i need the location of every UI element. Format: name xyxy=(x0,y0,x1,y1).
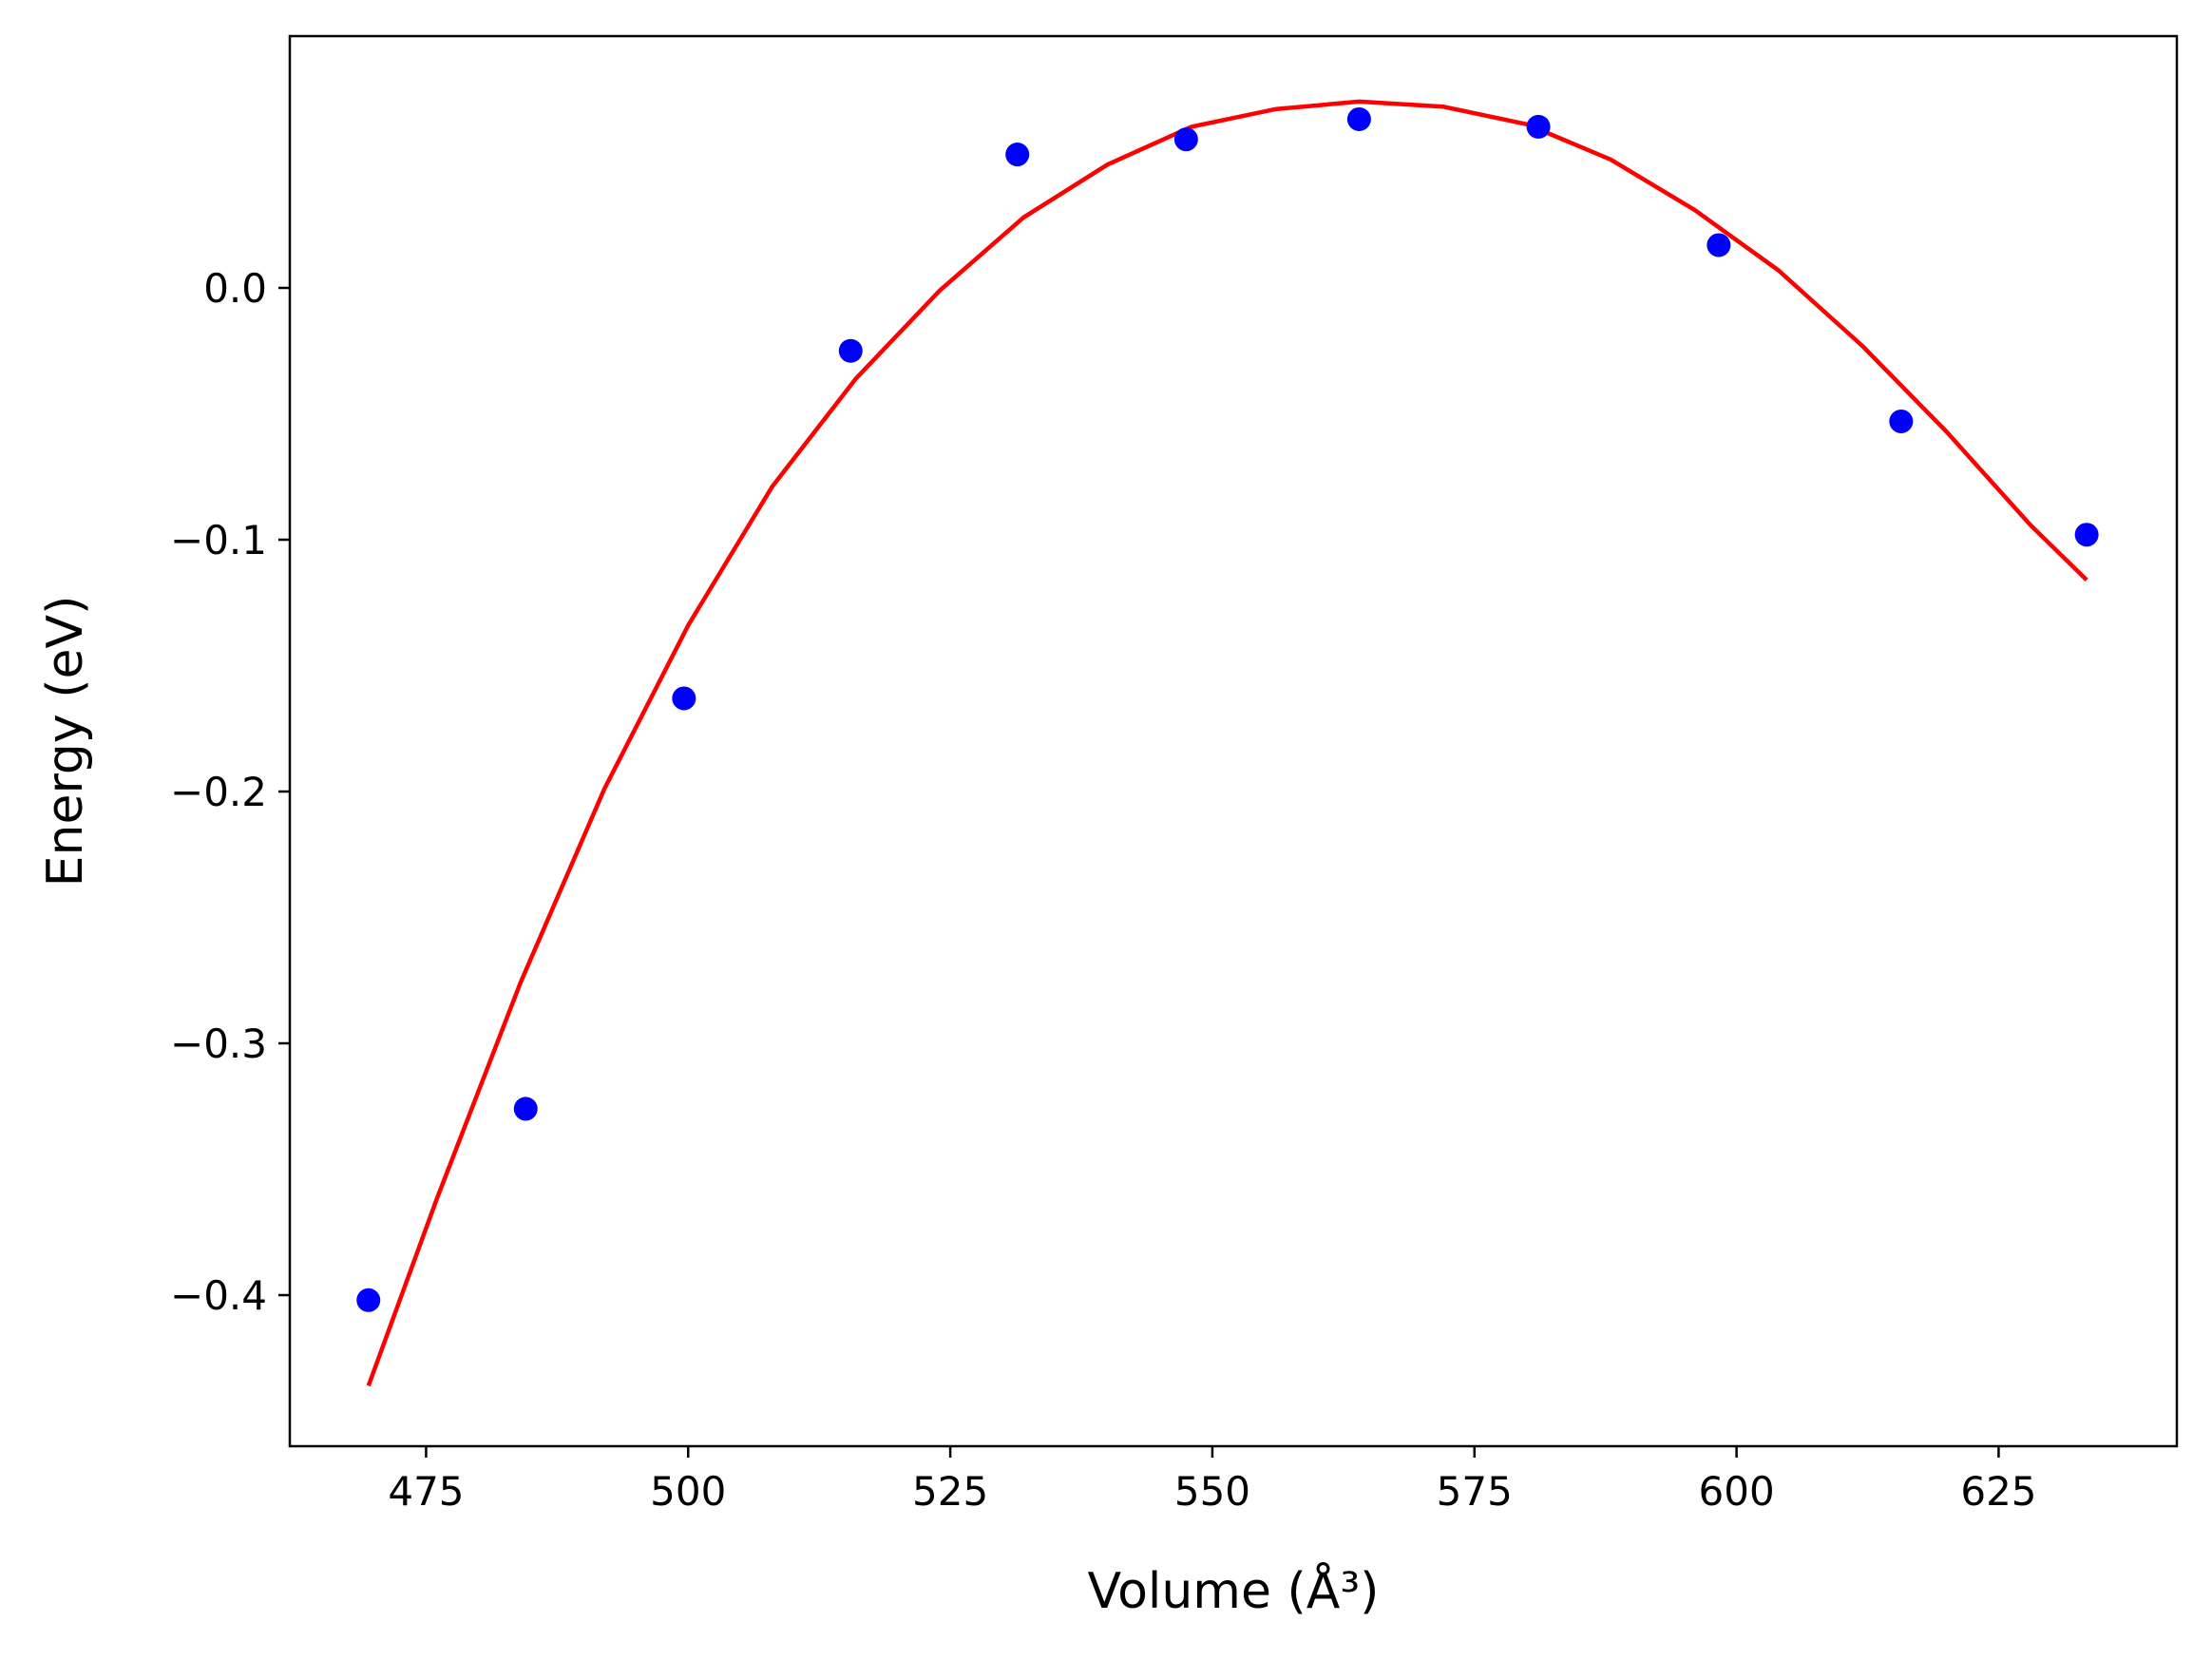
data-point xyxy=(1889,409,1914,433)
y-axis: −0.4 −0.3 −0.2 −0.1 0.0 xyxy=(170,265,290,1319)
data-point xyxy=(1707,233,1731,258)
plot-background xyxy=(290,36,2177,1446)
x-tick-label: 600 xyxy=(1699,1468,1775,1515)
data-point xyxy=(1173,127,1198,152)
y-axis-label: Energy (eV) xyxy=(37,596,94,887)
data-marks xyxy=(356,99,2099,1387)
x-tick-label: 575 xyxy=(1437,1468,1513,1515)
x-tick-label: 525 xyxy=(912,1468,988,1515)
data-point xyxy=(1346,106,1371,131)
x-tick-label: 625 xyxy=(1960,1468,2036,1515)
x-tick-label: 475 xyxy=(388,1468,464,1515)
data-point xyxy=(1005,143,1030,167)
data-point xyxy=(2074,523,2099,547)
data-point xyxy=(672,686,696,711)
y-tick-label: −0.1 xyxy=(170,517,267,563)
plot-area xyxy=(288,34,2179,1448)
y-tick-label: 0.0 xyxy=(203,265,267,312)
x-axis-label: Volume (Å³) xyxy=(1088,1561,1380,1620)
x-axis: 475 500 525 550 575 600 625 xyxy=(388,1446,2037,1515)
data-point xyxy=(838,338,863,363)
x-tick-label: 500 xyxy=(650,1468,726,1515)
x-tick-label: 550 xyxy=(1174,1468,1250,1515)
y-tick-label: −0.2 xyxy=(170,769,267,815)
data-point xyxy=(356,1288,381,1312)
y-tick-label: −0.3 xyxy=(170,1021,267,1067)
plot-frame xyxy=(288,34,2179,1448)
data-point xyxy=(1526,114,1551,139)
fit-curve xyxy=(366,99,2088,1387)
data-point xyxy=(513,1097,538,1121)
y-tick-label: −0.4 xyxy=(170,1272,267,1319)
